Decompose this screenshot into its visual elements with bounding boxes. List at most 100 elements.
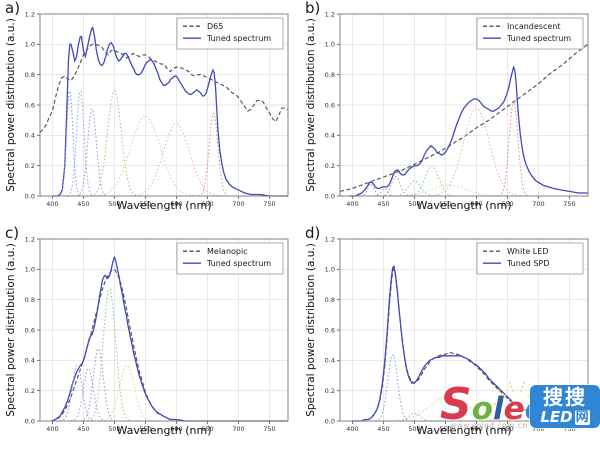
series-component-556nm	[388, 185, 505, 197]
x-tick-label: 600	[470, 425, 482, 433]
x-tick-label: 750	[563, 425, 575, 433]
x-tick-label: 700	[232, 200, 244, 208]
series-component-452nm	[373, 188, 395, 197]
series-component-550nm	[93, 116, 198, 197]
x-tick-label: 400	[46, 200, 58, 208]
series-incandescent	[339, 43, 589, 192]
x-tick-label: 400	[346, 425, 358, 433]
x-tick-label: 600	[470, 200, 482, 208]
y-tick-label: 0.8	[25, 71, 35, 79]
panel-c: c) Spectral power distribution (a.u.) 40…	[0, 224, 300, 450]
x-tick-label: 750	[563, 200, 575, 208]
x-axis-title: Wavelength (nm)	[416, 199, 512, 212]
x-tick-label: 400	[46, 425, 58, 433]
y-tick-label: 0.4	[25, 132, 35, 140]
series-component-660nm	[198, 113, 228, 197]
legend	[176, 17, 284, 50]
x-tick-label: 700	[532, 425, 544, 433]
x-axis-title: Wavelength (nm)	[116, 424, 212, 437]
x-tick-label: 450	[377, 200, 389, 208]
panel-label-d: d)	[305, 224, 321, 242]
series-component-600nm	[130, 123, 223, 197]
panel-d: d) Spectral power distribution (a.u.) 40…	[300, 224, 600, 450]
legend-label: Tuned spectrum	[506, 34, 571, 43]
x-tick-label: 400	[346, 200, 358, 208]
y-tick-label: 0.2	[325, 387, 335, 395]
x-tick-label: 650	[201, 200, 213, 208]
series-melanopic	[51, 268, 288, 422]
y-tick-label: 0.4	[325, 132, 335, 140]
x-tick-label: 700	[232, 425, 244, 433]
series-component-492nm	[87, 288, 132, 422]
watermark-badge-chinese: 搜搜	[543, 385, 587, 409]
y-tick-label: 0.2	[25, 387, 35, 395]
x-tick-label: 650	[201, 425, 213, 433]
x-axis-title: Wavelength (nm)	[116, 199, 212, 212]
watermark-url: www.soled.com.cn	[450, 421, 528, 430]
legend-label: Tuned spectrum	[206, 34, 271, 43]
legend-label: Tuned spectrum	[206, 259, 271, 268]
y-tick-label: 0.2	[25, 162, 35, 170]
series-component-474nm	[80, 348, 115, 422]
watermark-badge-net: 网	[574, 409, 590, 425]
x-tick-label: 650	[501, 425, 513, 433]
x-tick-label: 500	[408, 425, 420, 433]
y-tick-label: 1.2	[25, 235, 35, 243]
x-axis-title: Wavelength (nm)	[416, 424, 512, 437]
x-tick-label: 550	[439, 200, 451, 208]
y-tick-label: 0.6	[325, 326, 335, 334]
legend-label: Incandescent	[507, 22, 561, 31]
y-tick-label: 1.0	[325, 41, 335, 49]
x-tick-label: 500	[408, 200, 420, 208]
chart-c: 400 450 500 550 600 650 700 750 0.0 0.2 0.4 0.6 0.8 1…	[25, 235, 289, 433]
series-component-464nm	[76, 108, 108, 197]
chart-b: 400 450 500 550 600 650 700 750 0.0 0.2 0.4 0.6 0.8 1…	[325, 10, 589, 208]
y-tick-label: 0.0	[325, 417, 335, 425]
series-component-465nm	[375, 354, 409, 422]
y-axis-title: Spectral power distribution (a.u.)	[5, 243, 17, 417]
x-tick-label: 450	[377, 425, 389, 433]
y-tick-label: 0.4	[325, 357, 335, 365]
y-tick-label: 1.0	[325, 266, 335, 274]
y-tick-label: 1.0	[25, 41, 35, 49]
watermark-letter: o	[471, 391, 494, 427]
series-component-428nm	[58, 90, 80, 197]
x-tick-label: 500	[108, 200, 120, 208]
y-tick-label: 0.4	[25, 357, 35, 365]
series-component-440nm	[59, 365, 94, 422]
y-tick-label: 1.2	[325, 10, 335, 18]
x-tick-label: 600	[170, 200, 182, 208]
y-tick-label: 0.6	[25, 326, 35, 334]
legend-label: D65	[207, 22, 223, 31]
legend-label: White LED	[507, 247, 548, 256]
y-tick-label: 0.0	[325, 192, 335, 200]
panel-label-c: c)	[5, 224, 20, 242]
y-tick-label: 1.0	[25, 266, 35, 274]
series-tuned-spectrum	[349, 65, 588, 197]
panel-label-a: a)	[5, 0, 21, 17]
legend	[476, 17, 584, 50]
panel-label-b: b)	[305, 0, 321, 17]
x-tick-label: 550	[139, 200, 151, 208]
series-d65	[39, 43, 289, 133]
series-component-470nm	[380, 176, 412, 197]
series-component-600nm	[430, 108, 523, 197]
series-component-500nm	[392, 180, 437, 197]
chart-a: 400 450 500 550 600 650 700 750 0.0 0.2 0.4 0.6 0.8 1…	[25, 10, 289, 208]
y-tick-label: 0.6	[25, 101, 35, 109]
y-tick-label: 1.2	[325, 235, 335, 243]
x-tick-label: 750	[263, 200, 275, 208]
x-tick-label: 450	[77, 200, 89, 208]
y-tick-label: 1.2	[25, 10, 35, 18]
y-tick-label: 0.8	[25, 296, 35, 304]
plot-border	[39, 238, 289, 422]
legend-label: Tuned SPD	[506, 259, 549, 268]
watermark-letter: e	[503, 391, 525, 427]
legend	[176, 242, 284, 275]
y-axis-title: Spectral power distribution (a.u.)	[305, 18, 317, 192]
legend	[476, 242, 584, 275]
series-component-556nm	[383, 395, 515, 422]
y-tick-label: 0.2	[325, 162, 335, 170]
series-component-430nm	[360, 183, 381, 197]
